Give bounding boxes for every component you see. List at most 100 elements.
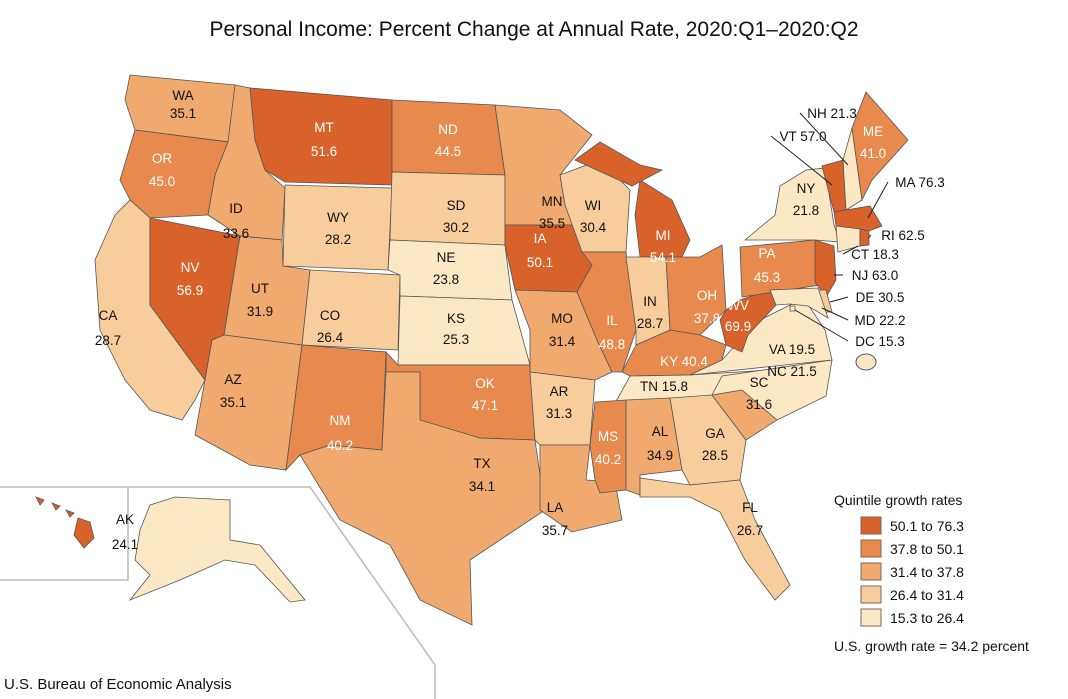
state-abbr-label: ID: [229, 201, 243, 216]
state-abbr-label: WV: [727, 298, 749, 313]
state-ak: [128, 496, 306, 603]
states-layer: [35, 74, 909, 626]
state-abbr-label: GA: [705, 426, 725, 441]
state-shape: [539, 444, 623, 533]
state-value-label: 25.3: [443, 332, 469, 347]
callout-line: [842, 245, 859, 255]
dc-marker: [855, 353, 877, 371]
state-value-label: 31.4: [549, 334, 576, 349]
state-abbr-label: NY: [797, 181, 816, 196]
state-abbr-label: NM: [330, 413, 351, 428]
state-callout-label: NJ 63.0: [852, 268, 899, 283]
state-shape: [397, 295, 531, 366]
state-shape: [35, 496, 45, 506]
state-mt: [249, 87, 393, 186]
state-abbr-label: FL: [742, 500, 758, 515]
state-abbr-label: IA: [534, 231, 547, 246]
state-co: [301, 269, 401, 351]
state-shape: [194, 334, 303, 471]
state-value-label: 40.2: [327, 438, 353, 453]
state-ri: [859, 228, 870, 247]
state-abbr-label: AR: [550, 384, 569, 399]
state-value-label: 28.7: [637, 316, 663, 331]
legend-label: 37.8 to 50.1: [890, 541, 964, 557]
state-callout-label: MA 76.3: [895, 175, 945, 190]
state-value-label: 44.5: [435, 144, 461, 159]
state-abbr-label: OH: [697, 288, 717, 303]
state-abbr-label: KS: [447, 311, 465, 326]
state-shape: [634, 179, 691, 258]
state-value-label: 50.1: [527, 255, 553, 270]
state-abbr-label: AL: [652, 424, 669, 439]
legend-swatch: [860, 562, 882, 581]
callout-line: [867, 234, 872, 239]
state-shape: [387, 239, 513, 301]
state-abbr-label: MS: [598, 429, 618, 444]
map-title: Personal Income: Percent Change at Annua…: [209, 18, 859, 41]
state-callout-label: CT 18.3: [851, 247, 899, 262]
state-value-label: 33.6: [223, 226, 249, 241]
state-shape: [51, 502, 61, 511]
state-value-label: 54.1: [650, 250, 676, 265]
legend-swatch: [860, 516, 882, 535]
state-dc: [789, 305, 796, 312]
state-callout-label: DC 15.3: [855, 334, 905, 349]
state-shape: [128, 496, 306, 603]
state-abbr-label: IL: [606, 313, 618, 328]
state-nj: [814, 239, 837, 298]
state-abbr-label: MN: [542, 194, 563, 209]
state-shape: [789, 305, 796, 312]
state-md: [769, 287, 829, 319]
state-value-label: 41.0: [860, 146, 886, 161]
state-abbr-label: WI: [585, 198, 602, 213]
state-shape: [249, 87, 393, 186]
state-callout-label: VT 57.0: [779, 129, 826, 144]
state-callout-label: RI 62.5: [881, 228, 925, 243]
state-abbr-label: NV: [181, 260, 200, 275]
state-value-label: 30.2: [443, 220, 469, 235]
state-abbr-label: IN: [643, 294, 657, 309]
state-value-label: 24.1: [112, 537, 138, 552]
state-ks: [397, 295, 531, 366]
state-abbr-label: MO: [551, 311, 573, 326]
state-value-label: 21.8: [793, 203, 819, 218]
callout-line: [799, 112, 849, 166]
state-wv: [719, 289, 777, 353]
state-ms: [589, 399, 627, 494]
legend-label: 50.1 to 76.3: [890, 518, 964, 534]
callout-line: [794, 309, 849, 342]
state-abbr-label: MT: [314, 120, 334, 135]
state-value-label: 35.1: [170, 106, 196, 121]
state-shape: [814, 239, 837, 298]
labels-layer: WA 35.1 OR 45.0 CA 28.7 NV 56.9 ID 33.6 MT 51.6 WY 28…: [17, 88, 945, 567]
state-shape: [859, 228, 870, 247]
state-abbr-label: UT: [251, 281, 269, 296]
state-value-label: 35.1: [220, 395, 246, 410]
state-shape: [851, 91, 909, 202]
state-label: NC 21.5: [767, 364, 817, 379]
state-value-label: 51.6: [311, 144, 337, 159]
callout-line: [770, 135, 833, 186]
state-abbr-label: ME: [863, 124, 883, 139]
state-abbr-label: SC: [750, 375, 769, 390]
state-label: TN 15.8: [640, 379, 688, 394]
state-value-label: 34.1: [469, 479, 495, 494]
state-shape: [391, 99, 506, 176]
state-fl: [639, 477, 791, 601]
state-value-label: 40.2: [595, 452, 621, 467]
state-value-label: 31.3: [546, 406, 572, 421]
state-abbr-label: ND: [438, 122, 458, 137]
legend: Quintile growth rates 50.1 to 76.3 37.8 to…: [834, 492, 1029, 654]
state-abbr-label: OK: [475, 376, 495, 391]
state-value-label: 48.8: [599, 337, 625, 352]
state-shape: [711, 359, 833, 421]
state-value-label: 47.1: [472, 398, 498, 413]
state-abbr-label: AZ: [224, 372, 241, 387]
state-abbr-label: CO: [320, 308, 340, 323]
state-value-label: 34.9: [647, 448, 673, 463]
state-value-label: 69.9: [725, 319, 751, 334]
state-label: VA 19.5: [769, 342, 815, 357]
state-shape: [301, 269, 401, 351]
callout-line: [829, 296, 849, 303]
